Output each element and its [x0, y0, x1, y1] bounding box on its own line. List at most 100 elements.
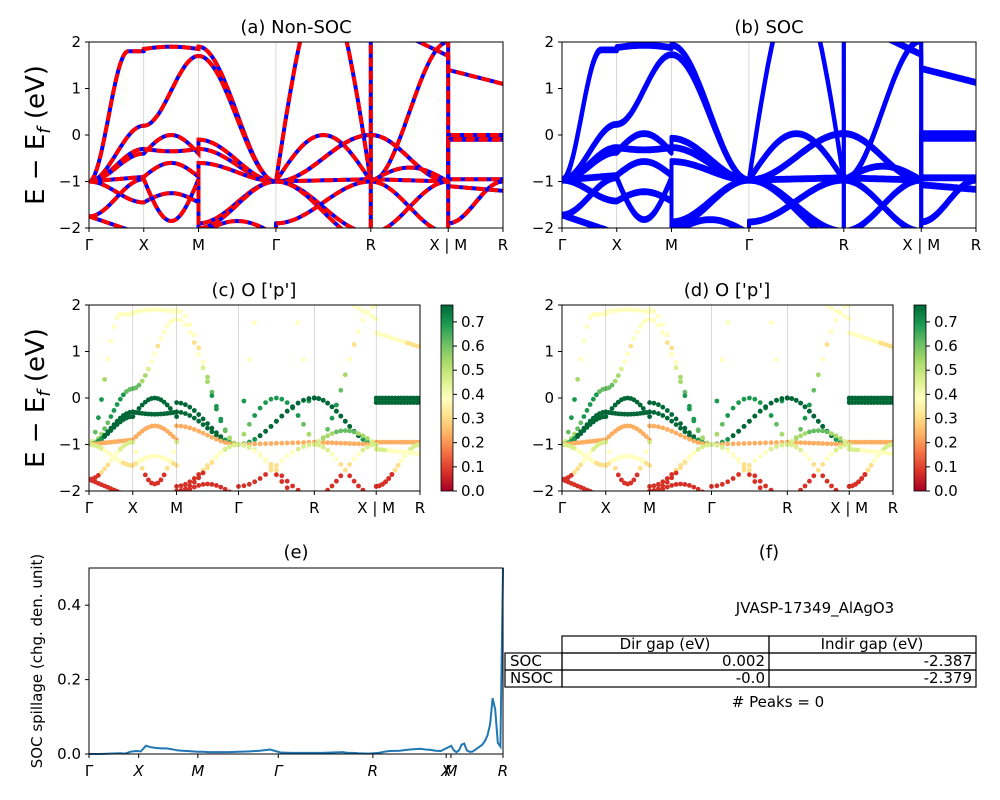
projection-point	[807, 293, 812, 298]
projection-point	[279, 440, 285, 446]
projection-point	[196, 475, 202, 481]
projection-point	[111, 324, 117, 330]
projection-point	[656, 489, 661, 491]
projection-point	[736, 428, 741, 434]
projection-point	[682, 393, 688, 399]
xtick-label: M	[170, 499, 183, 517]
ytick-label: 0	[544, 126, 554, 144]
xtick-label: Γ	[272, 236, 281, 254]
projection-point	[159, 496, 164, 501]
projection-point	[342, 372, 348, 378]
projection-point	[704, 442, 710, 448]
projection-point	[196, 352, 202, 357]
projection-point	[575, 426, 580, 432]
projection-point	[102, 377, 107, 382]
projection-point	[656, 322, 661, 328]
projection-point	[829, 451, 834, 457]
projection-point	[105, 462, 111, 468]
projection-point	[757, 478, 763, 484]
band-line	[562, 42, 976, 181]
projection-point	[632, 496, 637, 501]
panel-b-ticks: −2 −1 0 1 2 Γ X M Γ R X | M R	[532, 33, 981, 254]
projection-point	[155, 496, 160, 501]
projection-point	[613, 496, 618, 501]
projection-point	[798, 487, 803, 491]
projection-point	[842, 305, 848, 310]
projection-point	[664, 340, 670, 345]
colorbar-tick-label: 0.4	[934, 385, 958, 403]
projection-point	[301, 357, 306, 363]
projection-point	[320, 436, 326, 441]
projection-point	[846, 305, 852, 308]
projection-point	[669, 418, 675, 424]
projection-point	[691, 418, 697, 424]
projection-point	[279, 396, 285, 402]
projection-point	[774, 444, 779, 449]
projection-point	[218, 434, 224, 439]
projection-point	[647, 439, 652, 445]
projection-point	[730, 441, 736, 447]
projection-point	[768, 440, 774, 446]
projection-point	[200, 365, 206, 371]
projection-point	[647, 307, 652, 312]
projection-point	[763, 450, 768, 455]
xtick-label: Γ	[85, 236, 94, 254]
ytick-label: −2	[532, 482, 554, 500]
projection-point	[798, 447, 803, 453]
projection-point	[807, 440, 812, 446]
colorbar-tick-label: 0.6	[934, 337, 958, 355]
projection-point	[316, 396, 322, 401]
projection-point	[274, 467, 279, 473]
projection-point	[196, 418, 202, 424]
projection-point	[311, 442, 317, 447]
projection-point	[369, 439, 375, 444]
projection-point	[842, 313, 848, 319]
projection-point	[284, 453, 290, 459]
projection-point	[99, 397, 104, 402]
projection-point	[136, 406, 142, 411]
projection-point	[625, 496, 630, 501]
projection-point	[301, 440, 306, 445]
projection-point	[798, 433, 803, 439]
projection-point	[603, 439, 609, 445]
projection-point	[565, 429, 571, 435]
projection-point	[312, 279, 317, 284]
panel-c-ylabel: E − Ef (eV)	[21, 328, 55, 468]
projection-point	[730, 405, 736, 411]
xtick-label: R	[971, 236, 981, 254]
projection-point	[597, 493, 602, 498]
projection-point	[747, 463, 752, 468]
colorbar-tick-label: 0.7	[934, 313, 958, 331]
projection-point	[130, 439, 136, 445]
projection-point	[719, 481, 725, 487]
projection-point	[687, 430, 692, 436]
projection-point	[342, 418, 348, 424]
projection-point	[200, 470, 206, 476]
projection-point	[714, 398, 720, 404]
projection-point	[263, 400, 268, 405]
projection-point	[200, 430, 206, 436]
xtick-label: Γ	[234, 499, 243, 517]
projection-point	[578, 420, 584, 426]
projection-point	[682, 460, 688, 465]
panel-b: (b) SOC −2 −1 0 1 2 Γ X M Γ R X | M R	[532, 17, 981, 254]
xtick-label: M	[643, 499, 656, 517]
projection-point	[183, 481, 188, 487]
projection-point	[647, 423, 652, 429]
projection-point	[714, 483, 720, 489]
projection-point	[222, 486, 228, 491]
projection-point	[114, 488, 120, 491]
projection-point	[807, 429, 812, 435]
projection-point	[768, 400, 774, 406]
ytick-label: −2	[59, 482, 81, 500]
colorbar-tick-label: 0.6	[461, 337, 485, 355]
projection-point	[205, 465, 210, 471]
projection-point	[660, 479, 666, 485]
projection-point	[833, 433, 839, 439]
panel-f: (f) JVASP-17349_AlAgO3 Dir gap (eV) Indi…	[504, 542, 977, 711]
projection-point	[111, 425, 117, 430]
projection-point	[634, 399, 640, 405]
projection-point	[664, 484, 670, 490]
projection-point	[678, 374, 683, 380]
projection-point	[824, 441, 830, 447]
